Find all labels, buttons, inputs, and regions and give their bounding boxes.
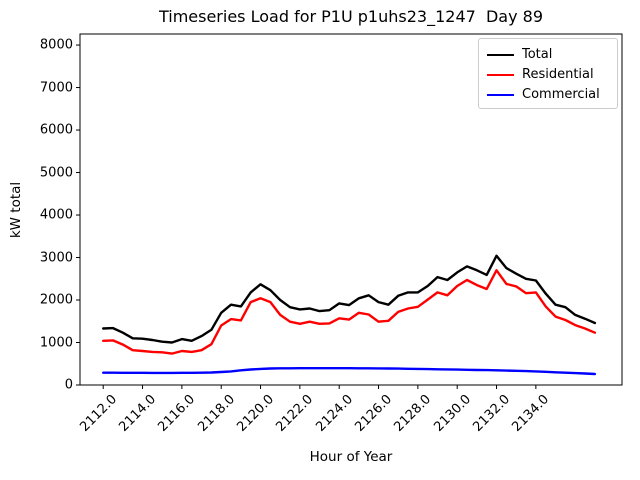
legend-label: Commercial — [522, 87, 600, 102]
y-tick-label: 4000 — [39, 207, 73, 223]
total-line — [101, 254, 597, 344]
commercial-line — [101, 367, 597, 376]
legend: Total Residential Commercial — [478, 38, 618, 109]
y-tick-label: 8000 — [39, 37, 73, 53]
legend-line-icon — [487, 74, 514, 76]
chart-title: Timeseries Load for P1U p1uhs23_1247 Day… — [158, 7, 544, 26]
legend-line-icon — [487, 54, 514, 56]
y-axis-label: kW total — [8, 181, 24, 239]
y-tick-label: 5000 — [39, 165, 73, 181]
y-tick-label: 3000 — [39, 250, 73, 266]
y-tick-label: 6000 — [39, 122, 73, 138]
y-tick-label: 7000 — [39, 80, 73, 96]
y-tick-label: 1000 — [39, 335, 73, 350]
x-axis-label: Hour of Year — [309, 449, 393, 465]
legend-entry-residential: Residential — [487, 65, 609, 85]
residential-line — [101, 269, 597, 355]
y-tick-label: 2000 — [39, 292, 73, 308]
legend-entry-commercial: Commercial — [487, 85, 609, 105]
axes-frame — [79, 33, 623, 386]
y-tick-label: 0 — [64, 377, 73, 393]
legend-label: Total — [522, 47, 553, 62]
legend-entry-total: Total — [487, 45, 609, 65]
legend-line-icon — [487, 94, 514, 96]
legend-label: Residential — [522, 67, 594, 82]
